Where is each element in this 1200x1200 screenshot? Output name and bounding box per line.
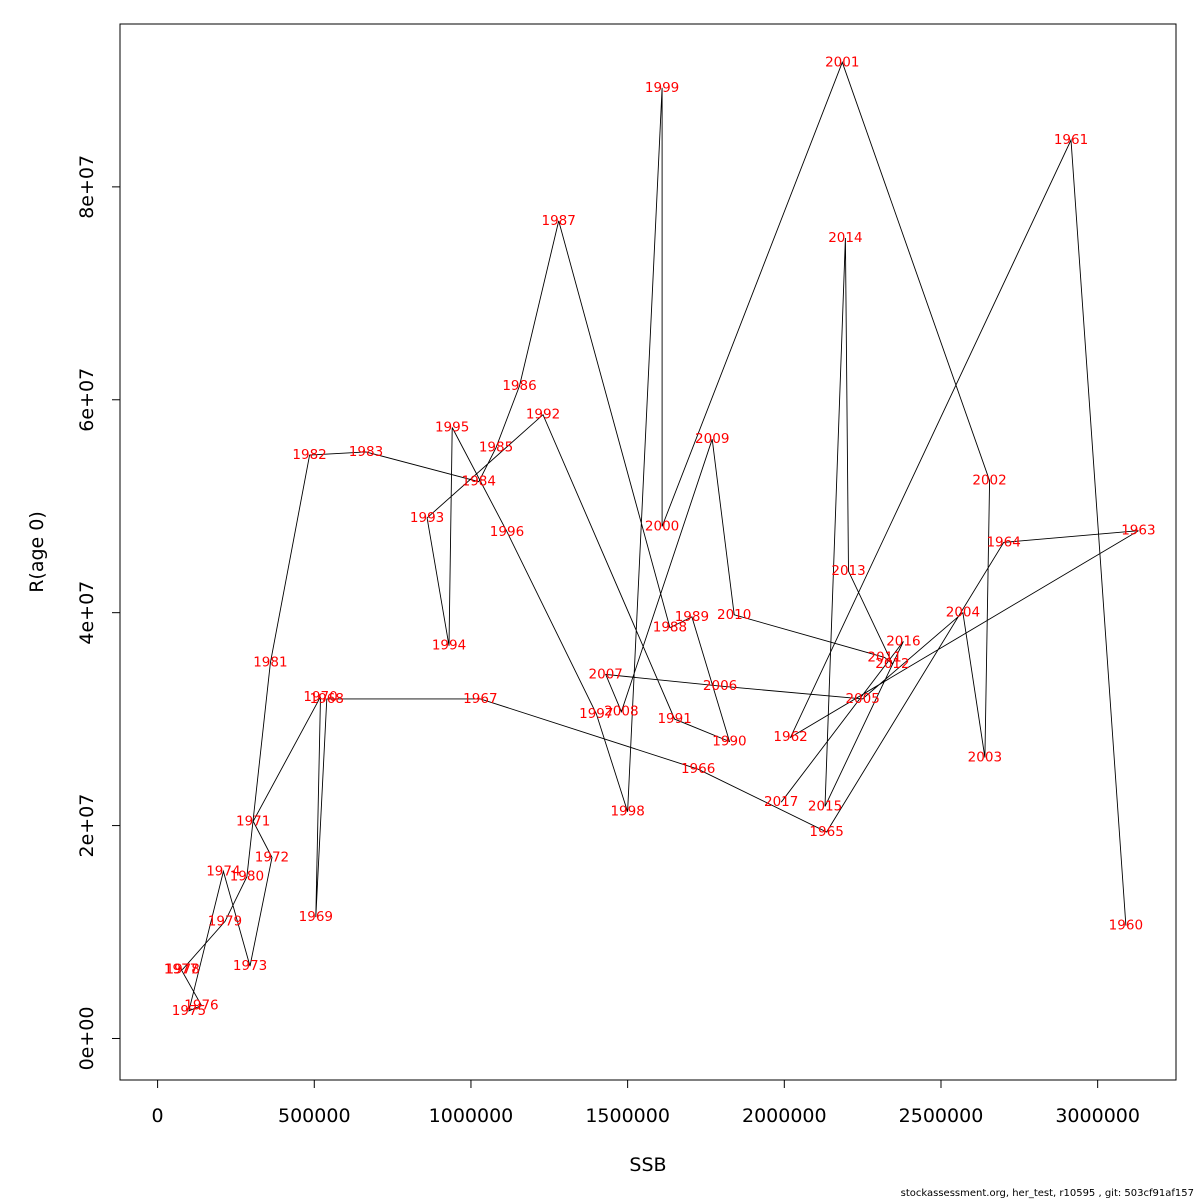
y-axis-title: R(age 0) xyxy=(26,511,48,593)
year-label-2013: 2013 xyxy=(831,563,865,579)
year-label-1968: 1968 xyxy=(310,691,344,707)
year-label-1988: 1988 xyxy=(653,620,687,636)
y-axis: 0e+00 2e+07 4e+07 6e+07 8e+07 xyxy=(76,155,121,1071)
year-label-1973: 1973 xyxy=(233,958,267,974)
year-label-1980: 1980 xyxy=(230,869,264,885)
year-label-2002: 2002 xyxy=(972,473,1006,489)
year-label-1995: 1995 xyxy=(435,419,469,435)
x-tick-label: 1500000 xyxy=(585,1105,670,1127)
x-axis: 0 500000 1000000 1500000 2000000 2500000 30000… xyxy=(152,1079,1140,1127)
x-tick-label: 2500000 xyxy=(899,1105,984,1127)
year-label-1960: 1960 xyxy=(1109,918,1143,934)
year-label-2011: 2011 xyxy=(867,649,901,665)
year-label-2016: 2016 xyxy=(886,633,920,649)
year-label-1999: 1999 xyxy=(645,80,679,96)
year-label-2009: 2009 xyxy=(695,431,729,447)
year-label-2006: 2006 xyxy=(703,678,737,694)
year-label-1970: 1970 xyxy=(303,689,337,705)
year-label-1974: 1974 xyxy=(206,863,240,879)
year-label-1992: 1992 xyxy=(526,407,560,423)
year-label-2014: 2014 xyxy=(828,230,862,246)
year-label-1966: 1966 xyxy=(681,761,715,777)
year-label-1982: 1982 xyxy=(292,447,326,463)
x-tick-label: 0 xyxy=(152,1105,164,1127)
year-label-1993: 1993 xyxy=(410,510,444,526)
year-label-1990: 1990 xyxy=(712,733,746,749)
year-label-1978: 1978 xyxy=(165,961,199,977)
x-tick-label: 2000000 xyxy=(742,1105,827,1127)
recruitment-trajectory-line xyxy=(180,61,1139,1012)
y-tick-label: 2e+07 xyxy=(76,794,98,858)
year-label-1996: 1996 xyxy=(490,524,524,540)
year-label-2007: 2007 xyxy=(589,666,623,682)
year-label-1971: 1971 xyxy=(236,813,270,829)
year-label-1994: 1994 xyxy=(432,638,466,654)
x-tick-label: 500000 xyxy=(278,1105,351,1127)
year-label-1963: 1963 xyxy=(1121,523,1155,539)
year-label-1964: 1964 xyxy=(986,534,1020,550)
year-label-2017: 2017 xyxy=(764,794,798,810)
year-label-1983: 1983 xyxy=(349,444,383,460)
year-label-1961: 1961 xyxy=(1054,132,1088,148)
y-tick-label: 0e+00 xyxy=(76,1007,98,1071)
year-label-2015: 2015 xyxy=(808,798,842,814)
year-label-1991: 1991 xyxy=(657,711,691,727)
y-tick-label: 6e+07 xyxy=(76,368,98,432)
year-label-1985: 1985 xyxy=(479,440,513,456)
year-label-2000: 2000 xyxy=(645,518,679,534)
year-label-2008: 2008 xyxy=(604,704,638,720)
year-label-1975: 1975 xyxy=(172,1003,206,1019)
year-label-2001: 2001 xyxy=(825,54,859,70)
year-label-1979: 1979 xyxy=(208,913,242,929)
year-label-1987: 1987 xyxy=(542,213,576,229)
year-label-1976: 1976 xyxy=(184,997,218,1013)
year-label-1997: 1997 xyxy=(579,706,613,722)
year-label-1972: 1972 xyxy=(255,850,289,866)
x-tick-label: 1000000 xyxy=(429,1105,514,1127)
y-tick-label: 4e+07 xyxy=(76,581,98,645)
year-label-1962: 1962 xyxy=(773,729,807,745)
year-label-1969: 1969 xyxy=(299,909,333,925)
year-label-1965: 1965 xyxy=(809,824,843,840)
year-label-2010: 2010 xyxy=(717,607,751,623)
year-label-2004: 2004 xyxy=(946,605,980,621)
y-tick-label: 8e+07 xyxy=(76,155,98,219)
year-label-1984: 1984 xyxy=(462,474,496,490)
year-label-2012: 2012 xyxy=(875,656,909,672)
year-label-2003: 2003 xyxy=(968,749,1002,765)
year-label-1986: 1986 xyxy=(502,378,536,394)
year-labels: 1960 1961 1962 1963 1964 1965 1966 1967 1968 1969… xyxy=(164,54,1156,1018)
year-label-1998: 1998 xyxy=(610,804,644,820)
year-label-1977: 1977 xyxy=(164,961,198,977)
plot-frame xyxy=(119,23,1177,1081)
year-label-2005: 2005 xyxy=(845,691,879,707)
footer-note: stockassessment.org, her_test, r10595 , … xyxy=(900,1188,1194,1199)
year-label-1989: 1989 xyxy=(675,609,709,625)
year-label-1981: 1981 xyxy=(253,655,287,671)
x-axis-title: SSB xyxy=(629,1154,666,1176)
year-label-1967: 1967 xyxy=(463,691,497,707)
x-tick-label: 3000000 xyxy=(1055,1105,1140,1127)
